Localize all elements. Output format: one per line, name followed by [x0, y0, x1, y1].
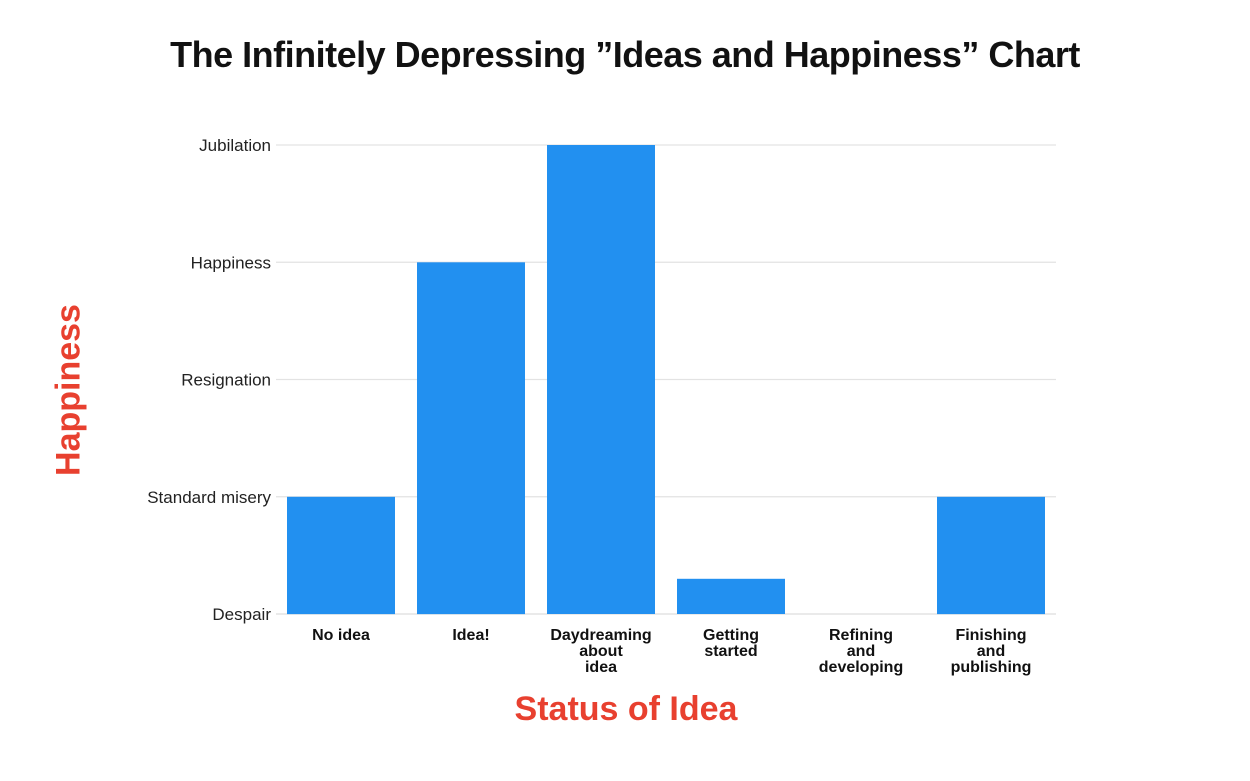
x-tick-labels: No idea Idea! Daydreaming about idea Getting s… — [312, 627, 1031, 676]
x-tick-label-line: about — [579, 643, 623, 660]
x-tick-label-line: Daydreaming — [550, 627, 651, 644]
x-tick-label: No idea — [312, 627, 370, 644]
x-tick-label-line: developing — [819, 659, 903, 676]
bar — [417, 262, 525, 615]
x-tick-label-line: No idea — [312, 627, 370, 644]
x-tick-label: Refining and developing — [819, 627, 903, 676]
x-tick-label: Finishing and publishing — [951, 627, 1032, 676]
y-tick-labels: Despair Standard misery Resignation Happine… — [147, 136, 271, 624]
y-tick-label: Jubilation — [199, 136, 271, 155]
bar — [547, 145, 655, 614]
x-tick-label: Idea! — [452, 627, 489, 644]
x-tick-label-line: Idea! — [452, 627, 489, 644]
bar — [937, 496, 1045, 615]
y-tick-label: Happiness — [191, 253, 271, 272]
bars — [287, 145, 1045, 615]
x-tick-label-line: Finishing — [955, 627, 1026, 644]
y-tick-label: Resignation — [181, 371, 271, 390]
x-tick-label: Daydreaming about idea — [550, 627, 651, 676]
chart-title: The Infinitely Depressing ”Ideas and Hap… — [170, 34, 1080, 75]
x-tick-label-line: started — [704, 643, 757, 660]
y-tick-label: Despair — [212, 605, 271, 624]
x-tick-label-line: publishing — [951, 659, 1032, 676]
y-tick-label: Standard misery — [147, 488, 271, 507]
x-axis-title-wrap: Status of Idea — [0, 690, 1250, 729]
x-tick-label-line: idea — [585, 659, 617, 676]
x-tick-label-line: and — [847, 643, 875, 660]
x-axis-title: Status of Idea — [514, 690, 738, 728]
bar — [287, 496, 395, 615]
x-tick-label-line: Refining — [829, 627, 893, 644]
bar — [677, 578, 785, 614]
x-tick-label: Getting started — [703, 627, 759, 660]
x-tick-label-line: Getting — [703, 627, 759, 644]
gridlines — [276, 144, 1056, 615]
x-tick-label-line: and — [977, 643, 1005, 660]
